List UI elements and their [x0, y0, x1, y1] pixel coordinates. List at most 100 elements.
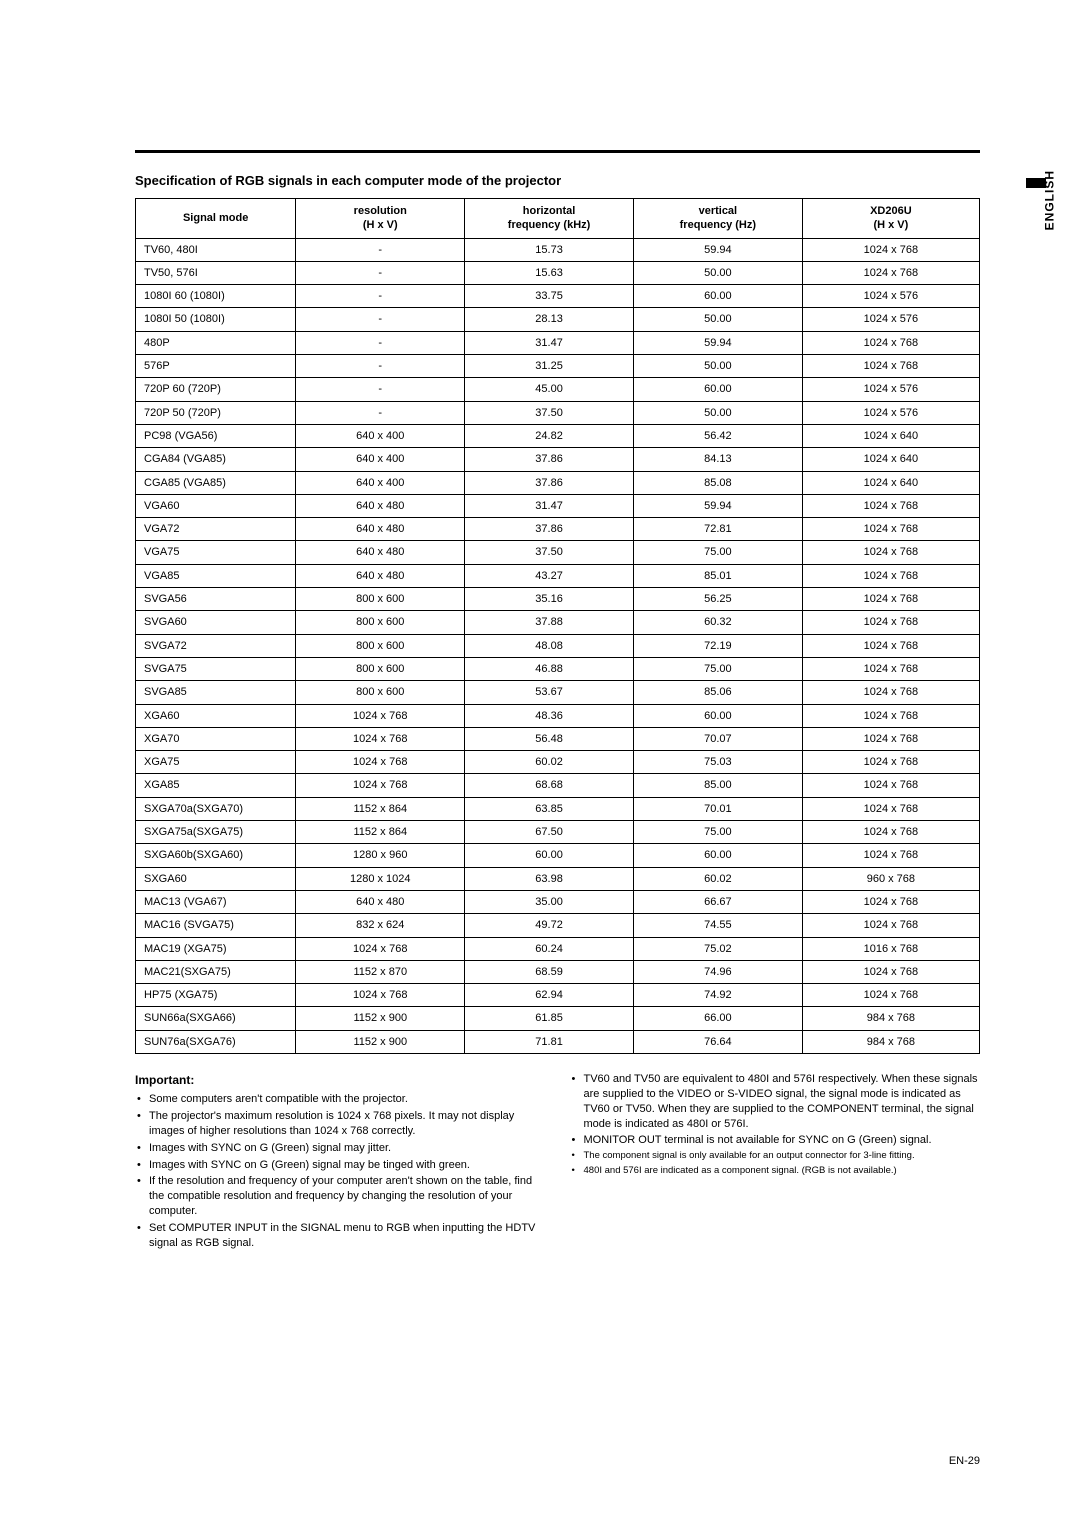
table-cell: 56.42: [633, 424, 802, 447]
table-cell: 74.55: [633, 914, 802, 937]
notes-section: Important: Some computers aren't compati…: [135, 1072, 980, 1253]
table-cell: 1024 x 768: [802, 331, 979, 354]
table-cell: 68.59: [465, 960, 634, 983]
table-cell: 56.25: [633, 588, 802, 611]
table-row: 720P 50 (720P)-37.5050.001024 x 576: [136, 401, 980, 424]
th-xd206u: XD206U (H x V): [802, 199, 979, 239]
table-cell: MAC16 (SVGA75): [136, 914, 296, 937]
table-row: 480P-31.4759.941024 x 768: [136, 331, 980, 354]
important-label: Important:: [135, 1072, 546, 1088]
table-cell: 60.00: [633, 844, 802, 867]
table-cell: 640 x 400: [296, 471, 465, 494]
table-cell: 60.24: [465, 937, 634, 960]
table-cell: 1024 x 768: [296, 704, 465, 727]
table-cell: 50.00: [633, 401, 802, 424]
table-cell: 1024 x 768: [802, 844, 979, 867]
table-row: MAC13 (VGA67)640 x 48035.0066.671024 x 7…: [136, 890, 980, 913]
table-cell: 60.00: [633, 378, 802, 401]
table-cell: 72.19: [633, 634, 802, 657]
table-cell: 1080I 60 (1080I): [136, 285, 296, 308]
list-item: 480I and 576I are indicated as a compone…: [570, 1165, 981, 1178]
table-cell: 75.00: [633, 657, 802, 680]
table-cell: 24.82: [465, 424, 634, 447]
table-row: 1080I 60 (1080I)-33.7560.001024 x 576: [136, 285, 980, 308]
table-row: SVGA72800 x 60048.0872.191024 x 768: [136, 634, 980, 657]
table-cell: 75.00: [633, 821, 802, 844]
table-cell: SXGA60b(SXGA60): [136, 844, 296, 867]
table-cell: SUN76a(SXGA76): [136, 1030, 296, 1053]
table-cell: VGA72: [136, 518, 296, 541]
table-cell: 67.50: [465, 821, 634, 844]
table-cell: 35.00: [465, 890, 634, 913]
table-cell: 1024 x 768: [802, 657, 979, 680]
table-cell: 1152 x 870: [296, 960, 465, 983]
table-cell: 1024 x 768: [296, 984, 465, 1007]
list-item: Set COMPUTER INPUT in the SIGNAL menu to…: [135, 1221, 546, 1251]
table-cell: 62.94: [465, 984, 634, 1007]
table-cell: 1024 x 768: [802, 355, 979, 378]
table-row: VGA72640 x 48037.8672.811024 x 768: [136, 518, 980, 541]
table-cell: HP75 (XGA75): [136, 984, 296, 1007]
table-cell: 50.00: [633, 308, 802, 331]
table-cell: 1024 x 768: [802, 751, 979, 774]
notes-left-list: Some computers aren't compatible with th…: [135, 1092, 546, 1250]
table-cell: 576P: [136, 355, 296, 378]
table-row: XGA751024 x 76860.0275.031024 x 768: [136, 751, 980, 774]
table-row: MAC21(SXGA75)1152 x 87068.5974.961024 x …: [136, 960, 980, 983]
th-vertical: vertical frequency (Hz): [633, 199, 802, 239]
table-cell: SVGA72: [136, 634, 296, 657]
table-cell: 640 x 400: [296, 448, 465, 471]
table-cell: 43.27: [465, 564, 634, 587]
table-cell: 1024 x 768: [802, 797, 979, 820]
table-cell: 1024 x 768: [296, 937, 465, 960]
table-cell: 85.06: [633, 681, 802, 704]
table-cell: SXGA60: [136, 867, 296, 890]
table-row: 720P 60 (720P)-45.0060.001024 x 576: [136, 378, 980, 401]
top-rule: [135, 150, 980, 153]
table-cell: 46.88: [465, 657, 634, 680]
list-item: The component signal is only available f…: [570, 1150, 981, 1163]
table-cell: 640 x 480: [296, 564, 465, 587]
th-resolution: resolution (H x V): [296, 199, 465, 239]
table-cell: 720P 50 (720P): [136, 401, 296, 424]
table-cell: 75.02: [633, 937, 802, 960]
page-content: Specification of RGB signals in each com…: [0, 0, 1080, 1293]
table-cell: 800 x 600: [296, 611, 465, 634]
table-cell: 1024 x 768: [296, 774, 465, 797]
table-cell: VGA75: [136, 541, 296, 564]
table-cell: 984 x 768: [802, 1030, 979, 1053]
table-cell: 1024 x 768: [802, 634, 979, 657]
table-cell: 75.03: [633, 751, 802, 774]
table-row: SVGA60800 x 60037.8860.321024 x 768: [136, 611, 980, 634]
table-cell: 70.01: [633, 797, 802, 820]
table-header-row: Signal mode resolution (H x V) horizonta…: [136, 199, 980, 239]
table-cell: 31.47: [465, 331, 634, 354]
th-horizontal: horizontal frequency (kHz): [465, 199, 634, 239]
table-cell: 1152 x 864: [296, 821, 465, 844]
table-cell: 1024 x 768: [802, 238, 979, 261]
table-cell: PC98 (VGA56): [136, 424, 296, 447]
table-cell: MAC19 (XGA75): [136, 937, 296, 960]
table-cell: 640 x 480: [296, 541, 465, 564]
table-cell: 75.00: [633, 541, 802, 564]
table-cell: 59.94: [633, 494, 802, 517]
table-cell: 1024 x 768: [802, 541, 979, 564]
table-cell: 1152 x 900: [296, 1030, 465, 1053]
table-cell: 640 x 480: [296, 890, 465, 913]
table-cell: 61.85: [465, 1007, 634, 1030]
table-row: 576P-31.2550.001024 x 768: [136, 355, 980, 378]
table-cell: XGA70: [136, 727, 296, 750]
table-row: MAC16 (SVGA75)832 x 62449.7274.551024 x …: [136, 914, 980, 937]
table-cell: 640 x 480: [296, 518, 465, 541]
table-row: SUN66a(SXGA66)1152 x 90061.8566.00984 x …: [136, 1007, 980, 1030]
table-cell: -: [296, 308, 465, 331]
table-cell: 1024 x 576: [802, 378, 979, 401]
table-cell: 56.48: [465, 727, 634, 750]
table-cell: 832 x 624: [296, 914, 465, 937]
table-cell: CGA85 (VGA85): [136, 471, 296, 494]
list-item: Images with SYNC on G (Green) signal may…: [135, 1141, 546, 1156]
table-cell: 37.50: [465, 541, 634, 564]
table-cell: -: [296, 261, 465, 284]
table-cell: 70.07: [633, 727, 802, 750]
table-cell: 1024 x 640: [802, 448, 979, 471]
